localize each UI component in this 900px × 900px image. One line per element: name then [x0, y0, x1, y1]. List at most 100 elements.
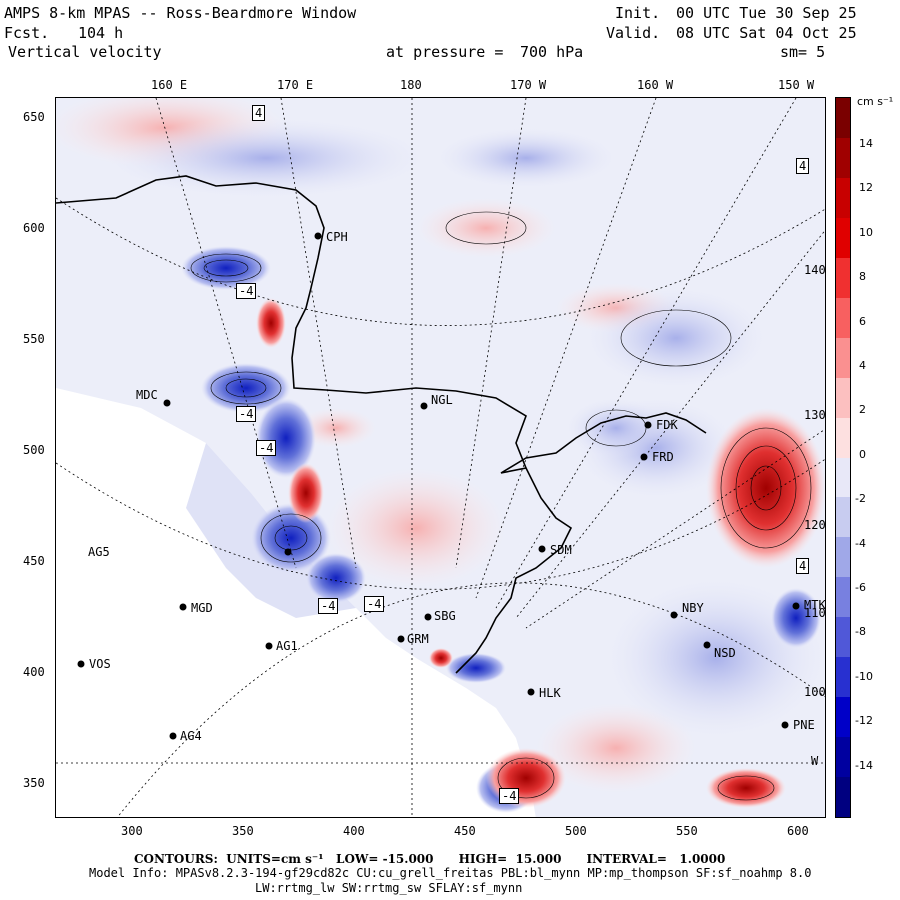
station-label: MGD: [191, 601, 213, 615]
contour-label: -4: [318, 598, 339, 614]
updraft-core: [706, 768, 786, 808]
colorbar-label: 0: [859, 447, 866, 461]
colorbar-label: -12: [855, 714, 873, 728]
colorbar-label: 8: [859, 270, 866, 284]
colorbar-segment: [836, 737, 850, 778]
pressure-label: at pressure =: [386, 43, 504, 61]
pressure-value: 700 hPa: [520, 43, 584, 61]
x-tick-label: 500: [565, 824, 587, 838]
right-lon-label: 130 W: [804, 408, 826, 422]
top-lon-label: 170 E: [277, 78, 314, 92]
downdraft-core: [256, 398, 316, 478]
colorbar-label: 4: [859, 359, 866, 372]
colorbar-segment: [836, 217, 850, 259]
colorbar-label: 2: [859, 403, 866, 417]
x-tick-label: 450: [454, 824, 476, 838]
colorbar-label: -4: [855, 536, 866, 550]
station-label: MDC: [136, 388, 158, 402]
forecast-label: Fcst.: [4, 24, 50, 42]
x-tick-label: 300: [121, 824, 143, 838]
contour-label: -4: [256, 440, 277, 456]
y-tick-label: 450: [23, 554, 45, 568]
contour-label: -4: [236, 406, 257, 422]
colorbar-segment: [836, 257, 850, 299]
warm-patch: [326, 468, 506, 588]
y-tick-label: 400: [23, 665, 45, 679]
top-lon-label: 160 W: [637, 78, 674, 92]
contour-label: 4: [796, 158, 810, 174]
station-label: CPH: [326, 230, 348, 244]
colorbar-label: 10: [859, 225, 873, 239]
colorbar-label: -6: [855, 581, 866, 594]
station-label: NGL: [431, 393, 453, 407]
colorbar-segment: [836, 697, 850, 738]
colorbar-label: 12: [859, 181, 873, 195]
right-lon-label: 120 W: [804, 518, 826, 532]
colorbar-segment: [836, 297, 850, 339]
colorbar-segment: [836, 777, 850, 818]
forecast-hours: 104 h: [78, 24, 124, 42]
y-tick-label: 600: [23, 221, 45, 235]
colorbar-segment: [836, 497, 850, 538]
colorbar-segment: [836, 417, 850, 458]
station-label: AG4: [180, 729, 202, 743]
colorbar-label: -2: [855, 492, 866, 506]
station-label: NSD: [714, 646, 736, 660]
contour-label: 4: [796, 558, 810, 574]
right-lon-label: W: [811, 754, 819, 768]
colorbar-segment: [836, 577, 850, 618]
station-label: MTK: [804, 598, 826, 612]
colorbar-segment: [836, 617, 850, 658]
contour-label: -4: [499, 788, 520, 804]
station-label: VOS: [89, 657, 111, 671]
updraft-core: [429, 648, 453, 668]
colorbar-segment: [836, 98, 850, 139]
x-tick-label: 350: [232, 824, 254, 838]
x-tick-label: 400: [343, 824, 365, 838]
colorbar-label: 14: [859, 137, 873, 150]
colorbar-segment: [836, 337, 850, 379]
station-markers: [77, 232, 800, 740]
colorbar-segment: [836, 137, 850, 179]
colorbar-segment: [836, 177, 850, 219]
map-panel: CPH MDC NGL FDK FRD SDM AG5 MGD AG1 VOS …: [55, 97, 826, 818]
updraft-core: [288, 463, 324, 523]
y-tick-label: 350: [23, 776, 45, 790]
top-lon-label: 150 W: [778, 78, 815, 92]
station-label: AG1: [276, 639, 298, 653]
updraft-core: [256, 298, 286, 348]
contours-info: CONTOURS: UNITS=cm s⁻¹ LOW= -15.000 HIGH…: [134, 852, 726, 866]
right-lon-label: 140 W: [804, 263, 826, 277]
valid-label: Valid.: [606, 24, 661, 42]
station-label: PNE: [793, 718, 815, 732]
top-lon-label: 160 E: [151, 78, 188, 92]
station-label: SBG: [434, 609, 456, 623]
valid-time: 08 UTC Sat 04 Oct 25: [676, 24, 857, 42]
colorbar-segment: [836, 537, 850, 578]
contour-lines: [190, 211, 812, 801]
field-name: Vertical velocity: [8, 43, 162, 61]
top-lon-label: 180: [400, 78, 422, 92]
cool-patch: [106, 118, 426, 198]
station-label: HLK: [539, 686, 561, 700]
y-tick-label: 500: [23, 443, 45, 457]
map-canvas: [56, 98, 825, 817]
y-tick-label: 650: [23, 110, 45, 124]
colorbar-label: -14: [855, 758, 873, 772]
colorbar-label: 6: [859, 314, 866, 328]
colorbar-units: cm s⁻¹: [857, 95, 894, 108]
colorbar-segment: [836, 657, 850, 698]
downdraft-core: [181, 246, 271, 290]
init-label: Init.: [615, 4, 661, 22]
radiation-info: LW:rrtmg_lw SW:rrtmg_sw SFLAY:sf_mynn: [255, 881, 523, 895]
x-tick-label: 600: [787, 824, 809, 838]
colorbar: [835, 97, 851, 818]
cool-patch: [606, 578, 825, 738]
cool-patch: [566, 398, 666, 458]
contour-label: -4: [236, 283, 257, 299]
station-label: FDK: [656, 418, 678, 432]
contour-label: 4: [252, 105, 266, 121]
downdraft-core: [446, 653, 506, 683]
colorbar-label: -10: [855, 669, 873, 683]
contour-label: -4: [364, 596, 385, 612]
